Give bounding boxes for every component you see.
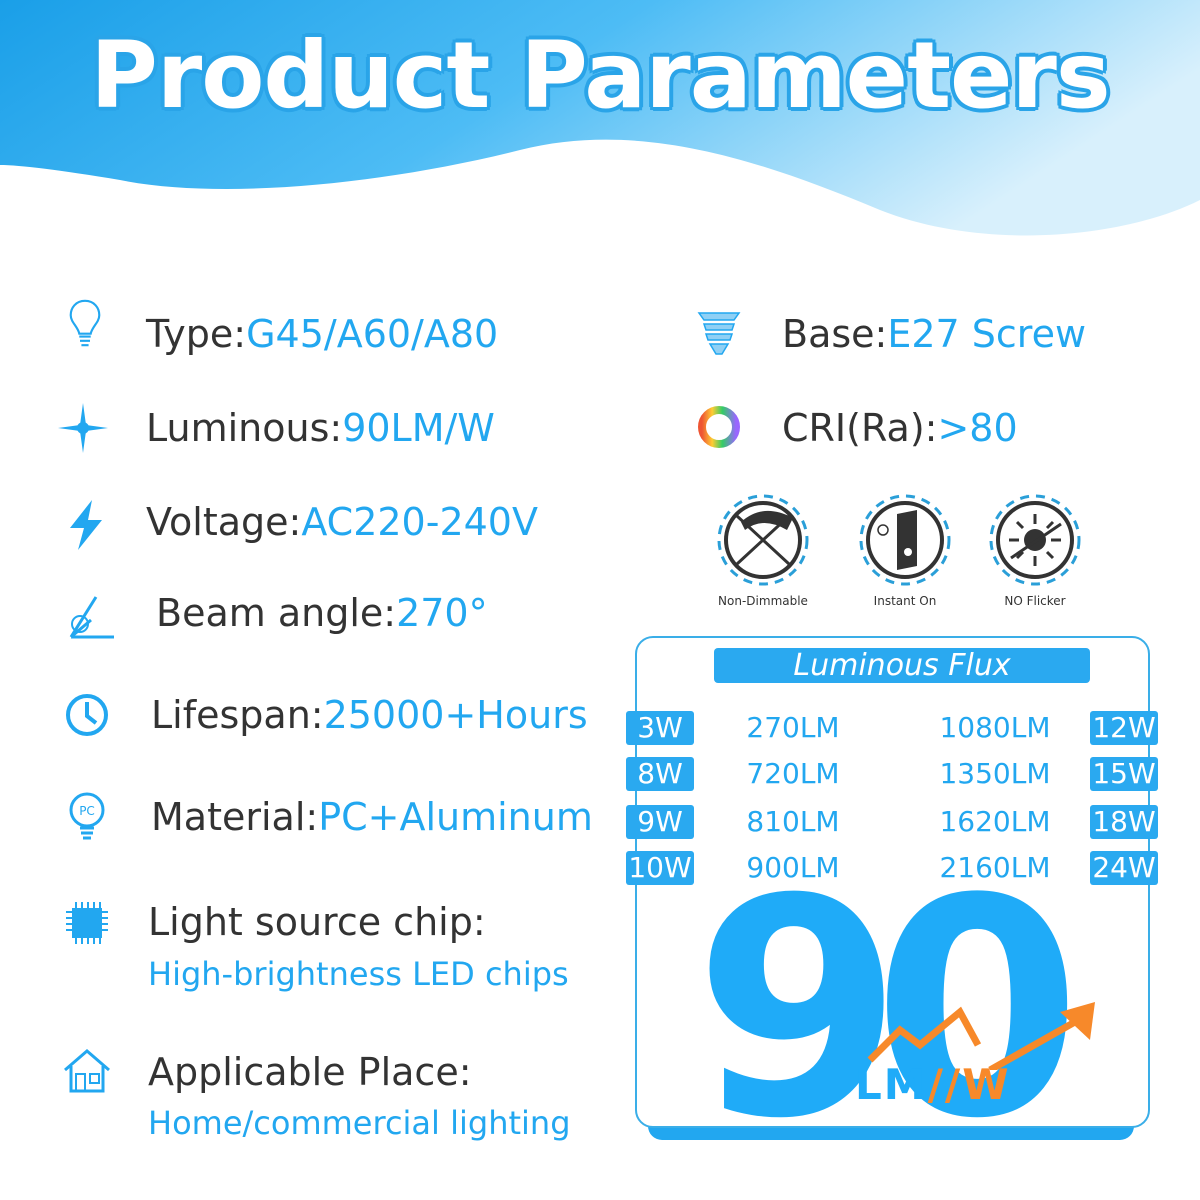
svg-text:PC: PC	[79, 804, 95, 818]
watt-badge: 12W	[1090, 711, 1158, 745]
lumen-value: 720LM	[746, 757, 840, 790]
watt-badge: 15W	[1090, 757, 1158, 791]
lumen-value: 1620LM	[939, 805, 1051, 838]
non-dimmable-icon	[717, 494, 809, 586]
feature-no-flicker: NO Flicker	[985, 492, 1085, 608]
feature-instant-on: Instant On	[855, 492, 955, 608]
watt-badge: 9W	[626, 805, 694, 839]
feature-non-dimmable: Non-Dimmable	[713, 492, 813, 608]
lumen-value: 2160LM	[939, 851, 1051, 884]
watt-badge: 10W	[626, 851, 694, 885]
spec-chip-label: Light source chip:	[148, 900, 486, 944]
watt-badge: 8W	[626, 757, 694, 791]
lumen-value: 900LM	[746, 851, 840, 884]
flux-title: Luminous Flux	[714, 648, 1090, 683]
unit-label: LM//W	[855, 1060, 1011, 1109]
spec-type: Type:G45/A60/A80	[146, 312, 499, 356]
feature-label: Instant On	[873, 594, 937, 608]
spec-place-value: Home/commercial lighting	[148, 1104, 571, 1142]
watt-badge: 24W	[1090, 851, 1158, 885]
header-wave	[0, 0, 1200, 236]
watt-badge: 3W	[626, 711, 694, 745]
lumen-value: 1080LM	[939, 711, 1051, 744]
clock-icon	[66, 694, 108, 736]
lumen-value: 270LM	[746, 711, 840, 744]
beam-angle-icon	[69, 596, 114, 639]
chip-icon	[66, 902, 108, 944]
spec-place-label: Applicable Place:	[148, 1050, 472, 1094]
instant-on-icon	[859, 494, 951, 586]
feature-label: Non-Dimmable	[718, 594, 808, 608]
feature-label: NO Flicker	[1004, 594, 1066, 608]
spec-beam-angle: Beam angle:270°	[156, 591, 488, 635]
trend-arrow-icon	[867, 1002, 1095, 1070]
big-number: 90	[694, 835, 1082, 1184]
house-icon	[64, 1049, 110, 1093]
sparkle-icon	[58, 403, 108, 453]
lumen-value: 1350LM	[939, 757, 1051, 790]
lumen-value: 810LM	[746, 805, 840, 838]
spec-voltage: Voltage:AC220-240V	[146, 500, 538, 544]
pc-bulb-icon: PC	[69, 792, 105, 840]
page-title: Product Parameters	[90, 22, 1110, 129]
bulb-icon	[69, 299, 101, 347]
spec-chip-value: High-brightness LED chips	[148, 955, 569, 993]
spec-cri: CRI(Ra):>80	[782, 406, 1018, 450]
spec-lifespan: Lifespan:25000+Hours	[151, 693, 588, 737]
lightning-icon	[70, 500, 102, 550]
no-flicker-icon	[989, 494, 1081, 586]
spec-luminous: Luminous:90LM/W	[146, 406, 495, 450]
spec-base: Base:E27 Screw	[782, 312, 1087, 356]
screw-base-icon	[697, 312, 741, 355]
watt-badge: 18W	[1090, 805, 1158, 839]
color-ring-icon	[698, 406, 740, 448]
spec-material: Material:PC+Aluminum	[151, 795, 593, 839]
luminous-flux-panel	[635, 636, 1150, 1128]
